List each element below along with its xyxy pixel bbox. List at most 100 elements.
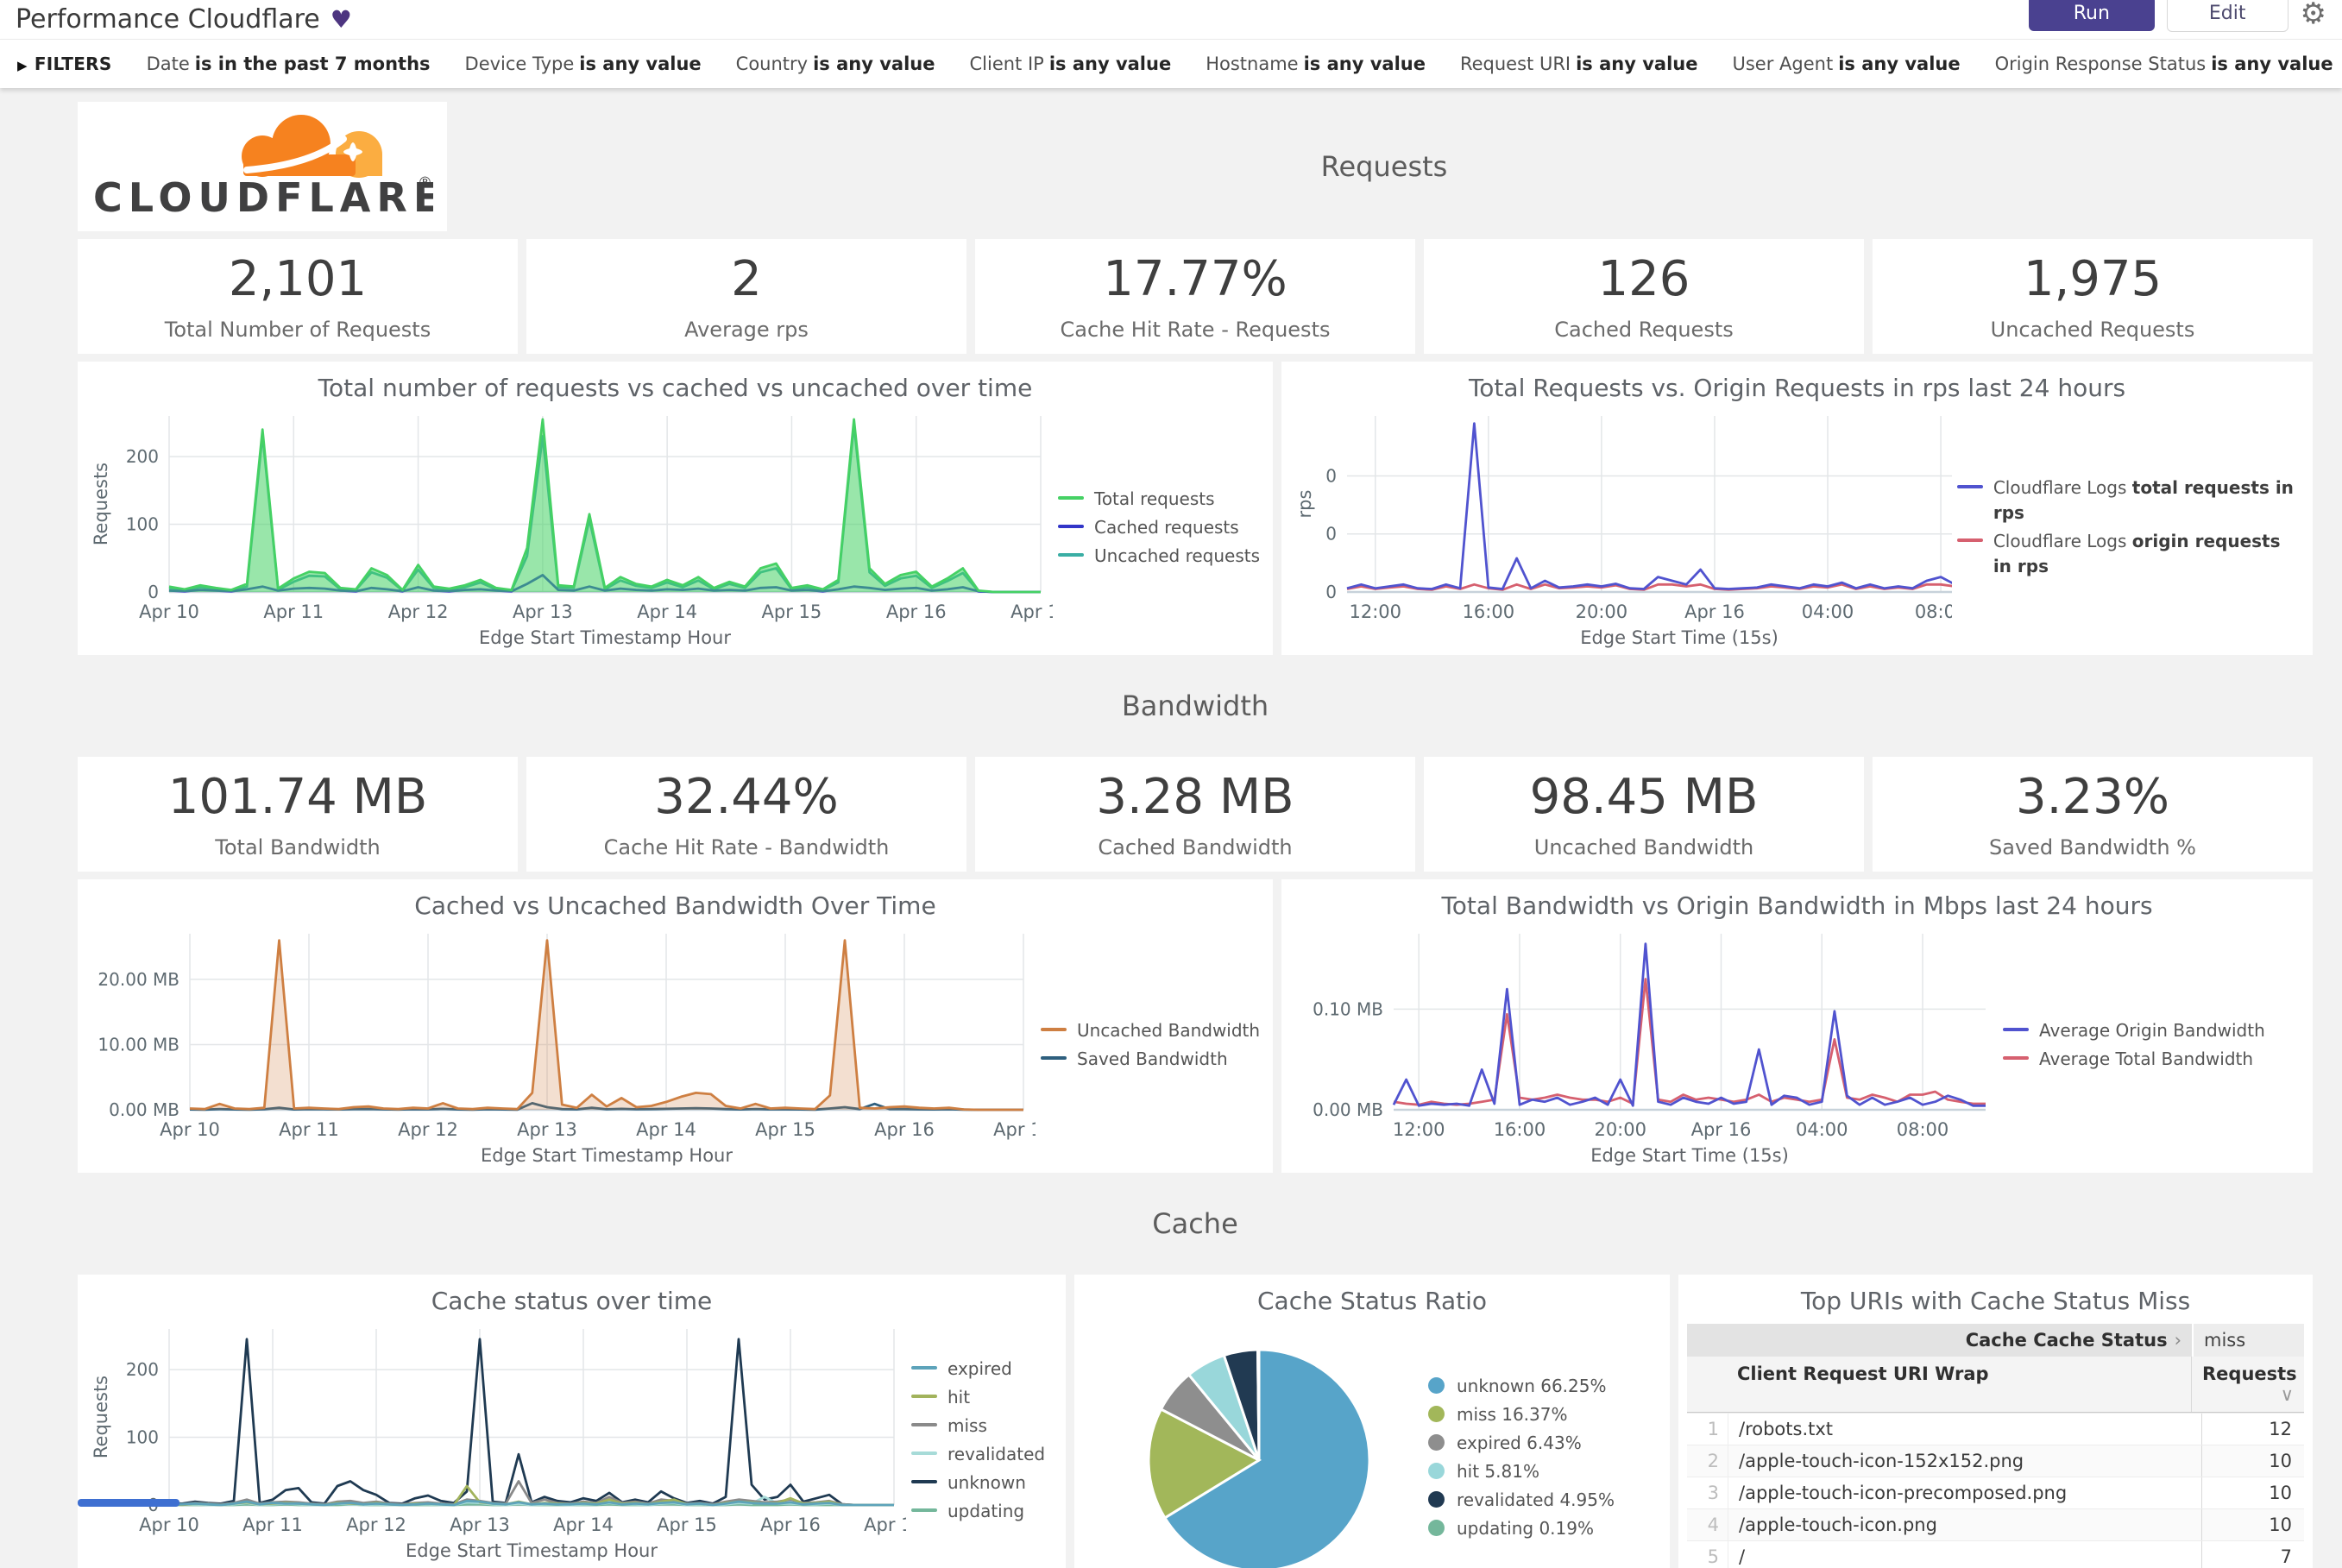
- svg-text:Apr 13: Apr 13: [450, 1514, 510, 1535]
- svg-text:08:00: 08:00: [1897, 1119, 1949, 1140]
- kpi-label: Cached Requests: [1554, 318, 1734, 342]
- legend-item[interactable]: expired 6.43%: [1428, 1431, 1615, 1456]
- chart-legend: expired hit miss revalidated unknown updating: [906, 1353, 1045, 1527]
- kpi-label: Uncached Requests: [1991, 318, 2195, 342]
- legend-item[interactable]: Cached requests: [1058, 515, 1260, 540]
- svg-text:Edge Start Time (15s): Edge Start Time (15s): [1580, 627, 1779, 648]
- legend-color-dot: [1428, 1520, 1445, 1536]
- row-uri: /robots.txt: [1728, 1414, 2202, 1445]
- svg-text:Apr 10: Apr 10: [139, 601, 199, 622]
- svg-text:20:00: 20:00: [1576, 601, 1628, 622]
- filters-toggle[interactable]: ▶FILTERS: [17, 54, 112, 74]
- legend-item[interactable]: hit: [911, 1385, 1045, 1410]
- svg-text:20.00 MB: 20.00 MB: [98, 969, 179, 990]
- chart-bandwidth-last-24h: Total Bandwidth vs Origin Bandwidth in M…: [1281, 879, 2313, 1173]
- legend-item[interactable]: unknown 66.25%: [1428, 1374, 1615, 1399]
- favorite-heart-icon[interactable]: ♥: [331, 5, 352, 34]
- kpi-label: Total Bandwidth: [215, 835, 380, 860]
- legend-item[interactable]: Cloudflare Logs total requests in rps: [1957, 475, 2304, 526]
- legend-color-dot: [1428, 1463, 1445, 1479]
- svg-text:0: 0: [148, 582, 159, 602]
- kpi-label: Average rps: [684, 318, 809, 342]
- svg-text:Apr 14: Apr 14: [553, 1514, 614, 1535]
- legend-item[interactable]: Saved Bandwidth: [1041, 1047, 1260, 1072]
- legend-item[interactable]: unknown: [911, 1470, 1045, 1496]
- svg-text:Apr 16: Apr 16: [874, 1119, 935, 1140]
- chart-legend: Uncached Bandwidth Saved Bandwidth: [1036, 1015, 1260, 1075]
- legend-item[interactable]: Average Origin Bandwidth: [2003, 1018, 2265, 1043]
- row-requests: 10: [2202, 1445, 2304, 1477]
- top-header-bar: Performance Cloudflare ♥ Run Edit ⚙: [0, 0, 2342, 40]
- kpi-value: 2: [731, 251, 762, 307]
- legend-item[interactable]: Cloudflare Logs origin requests in rps: [1957, 529, 2304, 579]
- svg-text:100: 100: [126, 514, 159, 535]
- legend-item[interactable]: Average Total Bandwidth: [2003, 1047, 2265, 1072]
- svg-text:Apr 13: Apr 13: [513, 601, 573, 622]
- column-header-requests[interactable]: Requests ∨: [2192, 1357, 2304, 1412]
- row-requests: 12: [2202, 1414, 2304, 1445]
- legend-item[interactable]: Uncached Bandwidth: [1041, 1018, 1260, 1043]
- legend-color-dash: [2003, 1028, 2029, 1031]
- horizontal-scrollbar-thumb[interactable]: [78, 1499, 179, 1507]
- svg-text:Apr 11: Apr 11: [263, 601, 324, 622]
- pivot-value: miss: [2192, 1324, 2304, 1357]
- legend-item[interactable]: revalidated 4.95%: [1428, 1488, 1615, 1513]
- legend-color-dash: [911, 1508, 937, 1512]
- legend-color-dot: [1428, 1406, 1445, 1422]
- kpi-card: 3.23%Saved Bandwidth %: [1873, 757, 2313, 872]
- svg-text:20:00: 20:00: [1594, 1119, 1646, 1140]
- svg-text:16:00: 16:00: [1463, 601, 1515, 622]
- legend-color-dash: [1041, 1028, 1067, 1031]
- kpi-label: Saved Bandwidth %: [1989, 835, 2196, 860]
- legend-item[interactable]: updating 0.19%: [1428, 1516, 1615, 1541]
- svg-text:Apr 15: Apr 15: [755, 1119, 815, 1140]
- edit-button[interactable]: Edit: [2167, 0, 2288, 32]
- svg-text:Requests: Requests: [91, 463, 111, 545]
- legend-item[interactable]: Total requests: [1058, 487, 1260, 512]
- svg-text:0: 0: [1325, 465, 1337, 486]
- chart-legend: Total requests Cached requests Uncached re…: [1053, 483, 1260, 572]
- svg-text:Apr 12: Apr 12: [398, 1119, 458, 1140]
- column-header-uri[interactable]: Client Request URI Wrap: [1687, 1357, 2192, 1412]
- legend-item[interactable]: hit 5.81%: [1428, 1459, 1615, 1484]
- legend-color-dot: [1428, 1434, 1445, 1451]
- legend-item[interactable]: revalidated: [911, 1442, 1045, 1467]
- pivot-header[interactable]: Cache Cache Status›: [1687, 1324, 2192, 1357]
- svg-text:100: 100: [126, 1427, 159, 1448]
- row-uri: /apple-touch-icon-precomposed.png: [1728, 1477, 2202, 1508]
- svg-text:04:00: 04:00: [1802, 601, 1854, 622]
- chart-title: Total number of requests vs cached vs un…: [86, 374, 1264, 402]
- legend-item[interactable]: updating: [911, 1499, 1045, 1524]
- legend-color-dot: [1428, 1491, 1445, 1508]
- table-row[interactable]: 5/7: [1687, 1540, 2304, 1568]
- kpi-value: 98.45 MB: [1530, 769, 1759, 825]
- topbar-actions: Run Edit ⚙: [2029, 7, 2326, 32]
- pie-chart: [1130, 1324, 1388, 1568]
- legend-item[interactable]: miss 16.37%: [1428, 1402, 1615, 1427]
- kpi-label: Cache Hit Rate - Bandwidth: [604, 835, 890, 860]
- run-button[interactable]: Run: [2029, 0, 2155, 31]
- legend-item[interactable]: expired: [911, 1357, 1045, 1382]
- svg-text:12:00: 12:00: [1393, 1119, 1445, 1140]
- legend-item[interactable]: Uncached requests: [1058, 544, 1260, 569]
- legend-item[interactable]: miss: [911, 1414, 1045, 1439]
- gear-icon[interactable]: ⚙: [2301, 0, 2326, 31]
- svg-text:04:00: 04:00: [1796, 1119, 1848, 1140]
